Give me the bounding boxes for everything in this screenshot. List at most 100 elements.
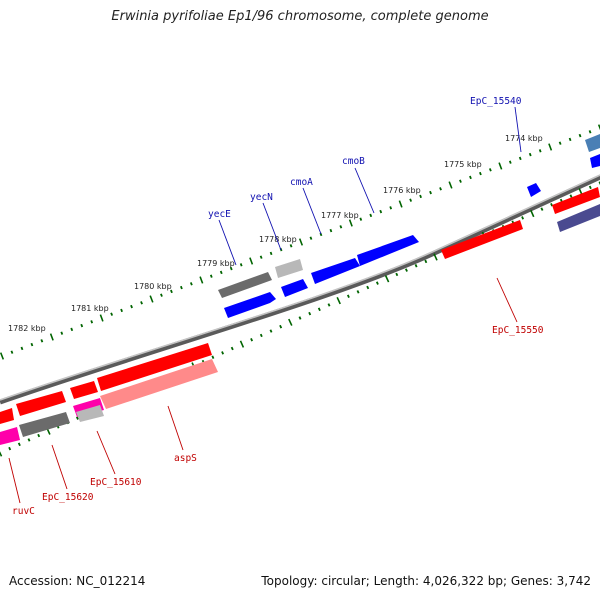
major-tick (149, 295, 154, 303)
gene-right-red-feature[interactable] (552, 187, 600, 214)
minor-tick (110, 312, 114, 316)
minor-tick (80, 323, 84, 328)
minor-tick (588, 130, 592, 134)
gene-ruvC-feature[interactable] (0, 427, 20, 445)
minor-tick (37, 433, 41, 438)
gene-small-blue-feature[interactable] (527, 183, 541, 197)
minor-tick (588, 185, 592, 190)
minor-tick (409, 198, 413, 202)
major-tick (448, 181, 453, 189)
gene-label-EpC_15620[interactable]: EpC_15620 (42, 492, 94, 503)
minor-tick (230, 346, 234, 351)
gene-label-yecN[interactable]: yecN (250, 192, 273, 203)
minor-tick (229, 266, 233, 271)
gene-yecE-feature[interactable] (218, 272, 272, 298)
major-tick (0, 451, 3, 457)
genome-summary-text: Topology: circular; Length: 4,026,322 bp… (261, 574, 591, 588)
minor-tick (414, 264, 418, 268)
gene-label-yecE[interactable]: yecE (208, 209, 231, 220)
minor-tick (90, 320, 94, 324)
major-tick (398, 200, 403, 208)
minor-tick (60, 331, 64, 335)
gene-label-EpC_15610[interactable]: EpC_15610 (90, 477, 142, 488)
minor-tick (30, 342, 34, 347)
gene-red-feature[interactable] (70, 381, 98, 399)
gene-label-EpC_15540[interactable]: EpC_15540 (470, 96, 522, 107)
minor-tick (17, 442, 21, 447)
minor-tick (317, 307, 321, 312)
minor-tick (569, 194, 573, 198)
major-tick (530, 209, 535, 218)
major-tick (239, 340, 245, 348)
major-tick (249, 257, 254, 265)
chromosome-backbone (0, 174, 600, 405)
gene-label-EpC_15550[interactable]: EpC_15550 (492, 325, 544, 336)
minor-tick (488, 168, 492, 172)
minor-tick (209, 274, 213, 278)
major-tick (348, 219, 353, 227)
minor-tick (75, 416, 79, 420)
gene-yecN-feature[interactable] (275, 259, 303, 278)
minor-tick (329, 228, 333, 233)
minor-tick (578, 133, 582, 138)
gene-cmoA-reverse-feature[interactable] (311, 258, 360, 284)
gene-red-feature[interactable] (97, 343, 212, 391)
gene-label-cmoA[interactable]: cmoA (290, 177, 313, 188)
major-tick (433, 253, 438, 261)
minor-tick (250, 338, 254, 342)
minor-tick (20, 346, 24, 351)
major-tick (49, 333, 54, 341)
major-tick (498, 162, 503, 170)
gene-cmoB-feature[interactable] (357, 235, 419, 266)
major-tick (199, 276, 204, 284)
gene-label-aspS[interactable]: aspS (174, 453, 197, 464)
minor-tick (180, 285, 183, 290)
minor-tick (327, 303, 331, 307)
kbp-label: 1782 kbp (8, 324, 46, 333)
gene-labels-bottom: EpC_15550 aspS EpC_15610 EpC_15620 ruvC (12, 325, 544, 517)
minor-tick (269, 329, 273, 333)
major-tick (99, 314, 104, 322)
major-tick (597, 124, 600, 131)
major-tick (298, 238, 304, 246)
kbp-label: 1780 kbp (134, 282, 172, 291)
gene-gray-small-feature[interactable] (76, 405, 104, 422)
minor-tick (528, 152, 532, 157)
map-title: Erwinia pyrifoliae Ep1/96 chromosome, co… (111, 9, 489, 24)
gene-features-outer (0, 134, 600, 424)
gene-blue-right-feature[interactable] (590, 154, 600, 168)
minor-tick (211, 355, 215, 359)
gene-aspS-feature[interactable] (100, 359, 218, 409)
kbp-label: 1775 kbp (444, 160, 482, 169)
gene-EpC_15540-feature[interactable] (585, 134, 600, 152)
gene-label-ruvC[interactable]: ruvC (12, 506, 35, 517)
minor-tick (339, 225, 343, 229)
minor-tick (540, 207, 544, 211)
gene-yecE-reverse-feature[interactable] (224, 292, 276, 318)
gene-EpC_15550-feature[interactable] (441, 220, 523, 259)
accession-text: Accession: NC_012214 (9, 574, 146, 588)
gene-left-red-feature[interactable] (0, 408, 14, 424)
kbp-label: 1774 kbp (505, 134, 543, 143)
minor-tick (219, 270, 223, 275)
gene-label-cmoB[interactable]: cmoB (342, 156, 365, 167)
minor-tick (259, 255, 263, 259)
kbp-scale-labels: 1774 kbp 1775 kbp 1776 kbp 1777 kbp 1778… (8, 134, 543, 333)
major-tick (288, 318, 293, 326)
minor-tick (259, 333, 263, 338)
kbp-label: 1779 kbp (197, 259, 235, 268)
minor-tick (521, 216, 525, 220)
gene-red-feature[interactable] (16, 391, 66, 416)
major-tick (548, 143, 553, 151)
minor-tick (170, 289, 173, 294)
minor-tick (309, 236, 313, 240)
minor-tick (419, 194, 422, 199)
outer-tick-track (0, 124, 600, 360)
minor-tick (404, 268, 408, 272)
gene-EpC_15620-feature[interactable] (19, 412, 70, 437)
minor-tick (140, 301, 143, 305)
gene-cmoA-feature[interactable] (281, 279, 308, 297)
gene-slate-feature[interactable] (557, 204, 600, 232)
minor-tick (439, 187, 442, 191)
